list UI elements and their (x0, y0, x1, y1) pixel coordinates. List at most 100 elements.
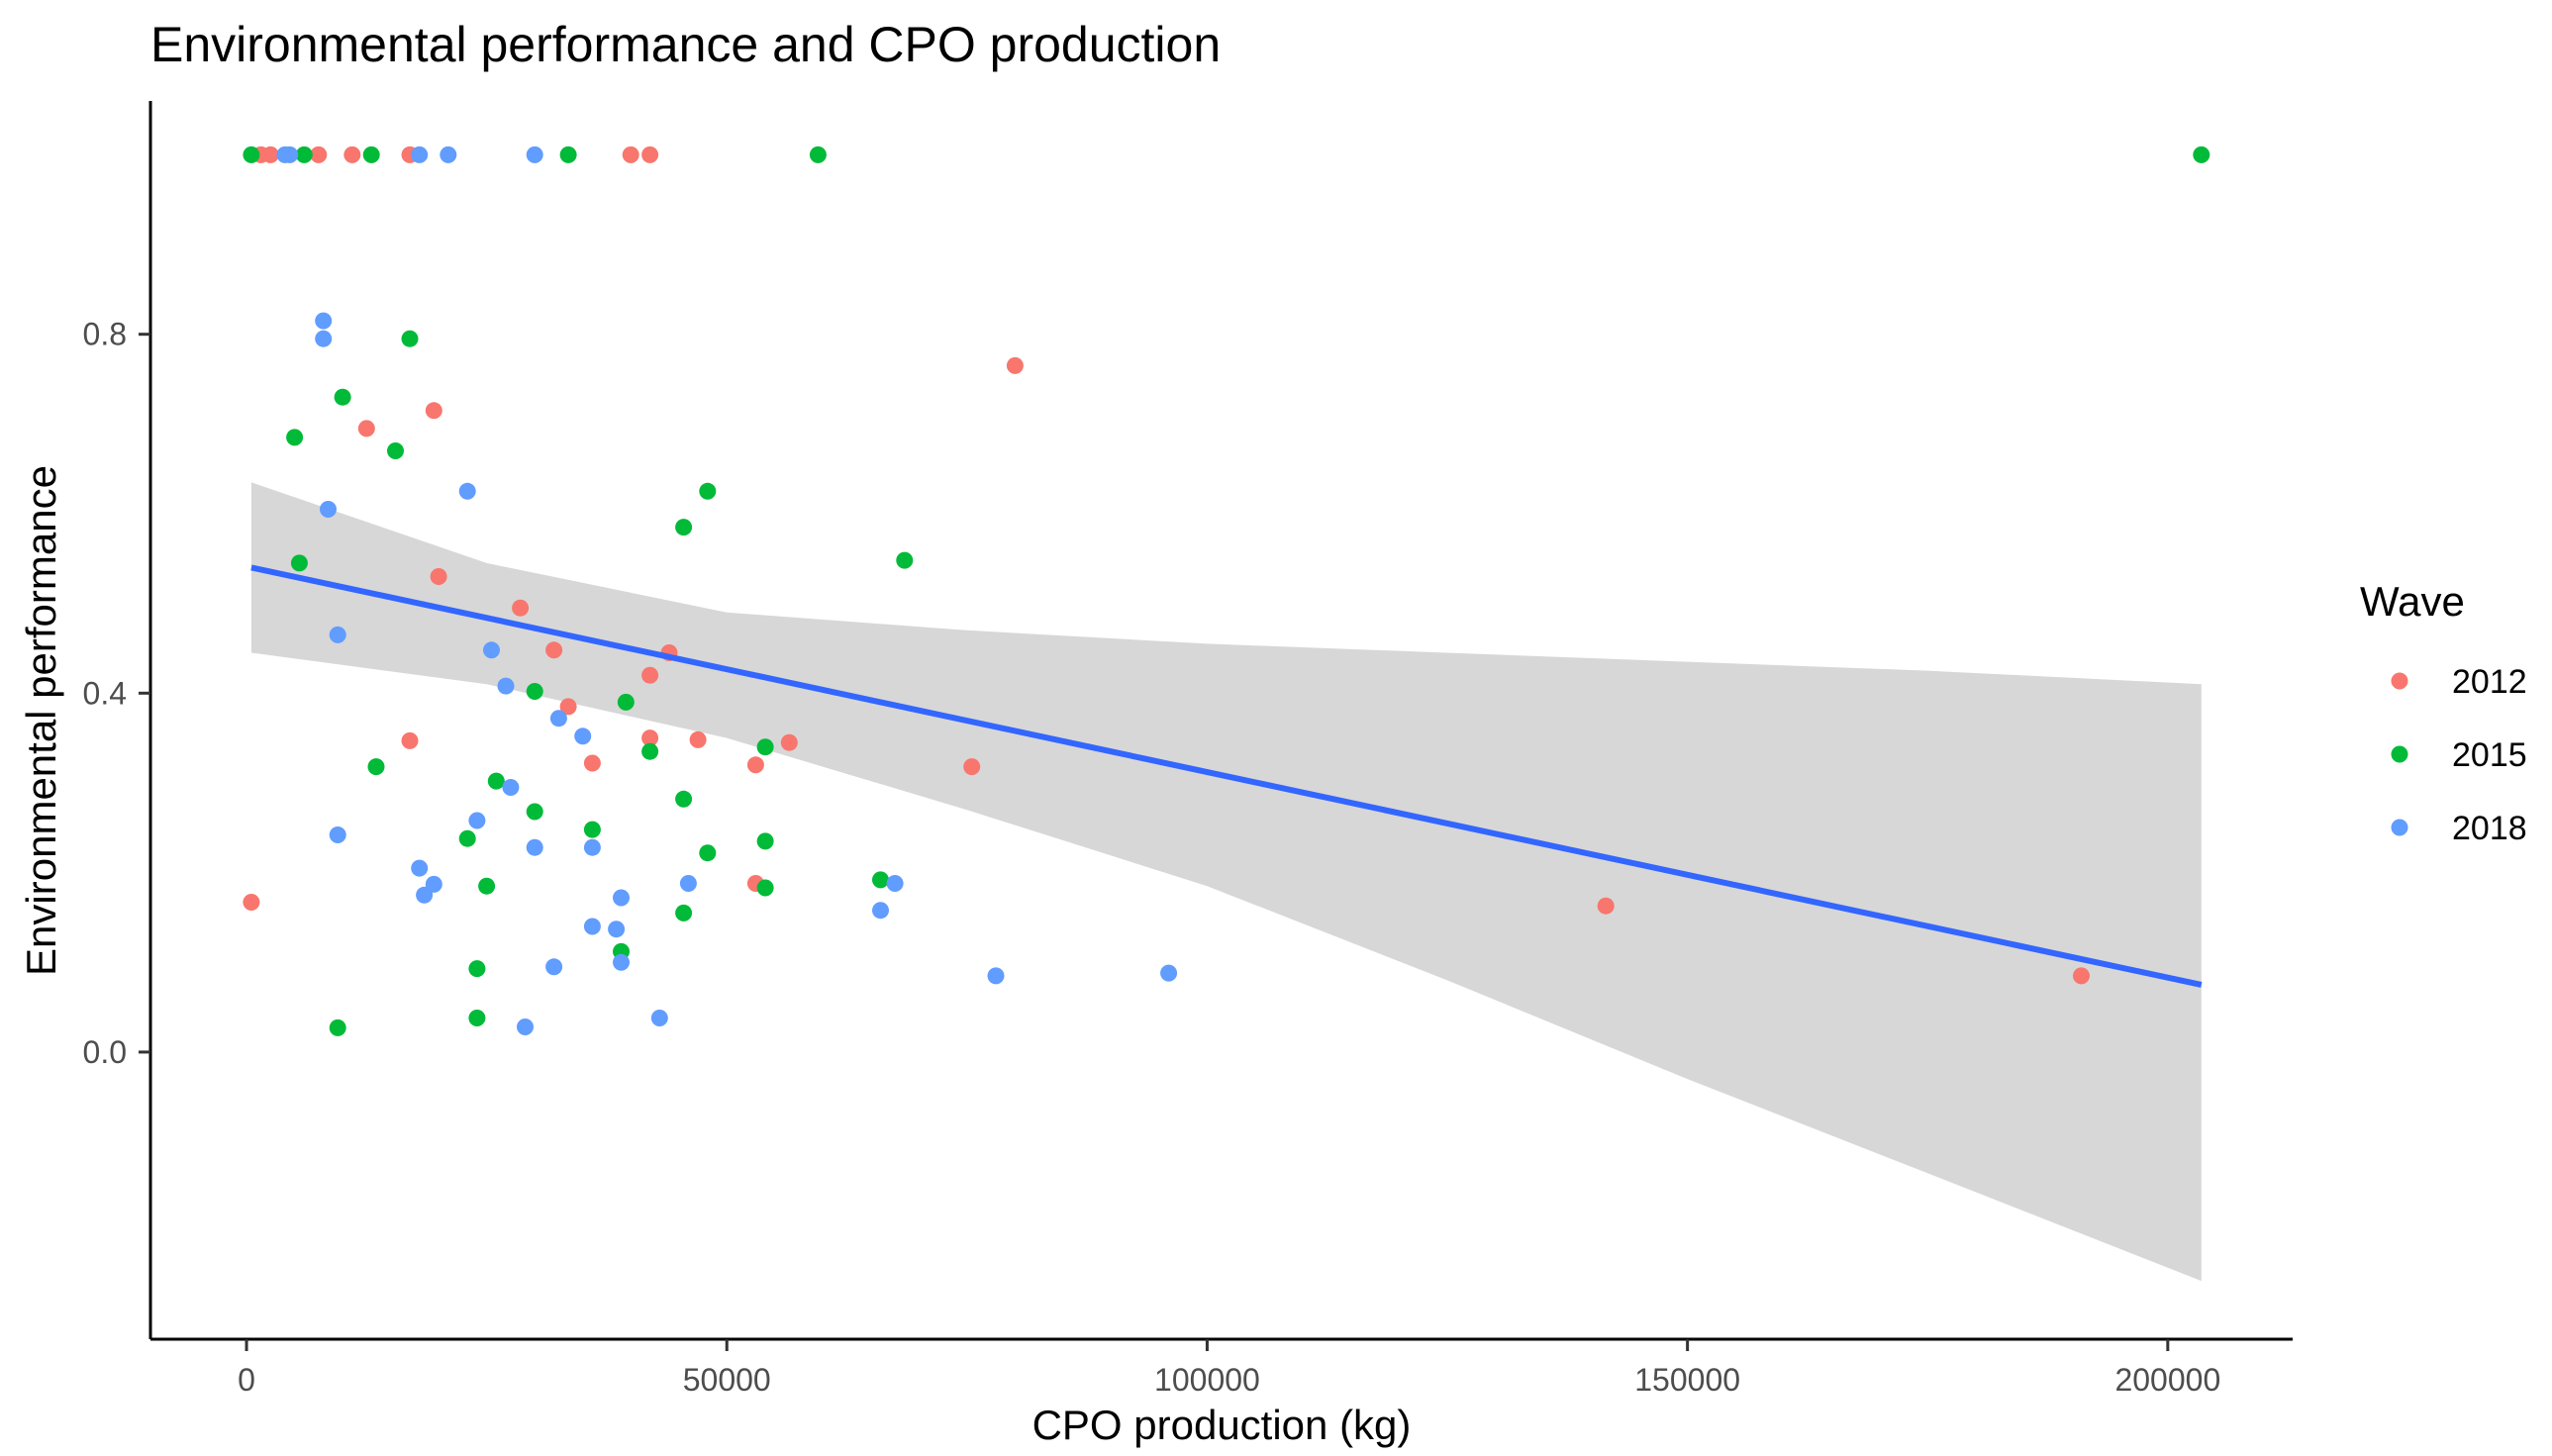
data-point-2018 (886, 875, 904, 892)
chart-title: Environmental performance and CPO produc… (150, 17, 1221, 72)
data-point-2012 (2073, 967, 2090, 985)
y-tick-label: 0.4 (83, 675, 127, 711)
data-point-2015 (675, 904, 693, 922)
y-ticks: 0.0 0.4 0.8 (83, 317, 150, 1070)
data-point-2015 (526, 683, 543, 700)
data-point-2018 (483, 641, 500, 659)
confidence-band (250, 482, 2202, 1282)
data-point-2018 (526, 838, 543, 856)
data-point-2018 (650, 1010, 668, 1026)
data-point-2015 (295, 146, 313, 163)
x-tick-label: 100000 (1154, 1362, 1260, 1398)
data-point-2012 (344, 146, 361, 163)
legend-label-2018: 2018 (2452, 810, 2527, 847)
data-point-2012 (780, 733, 798, 751)
confidence-band-layer (250, 482, 2202, 1282)
data-point-2018 (315, 312, 333, 330)
x-axis-title: CPO production (kg) (1032, 1402, 1412, 1448)
data-point-2018 (416, 886, 434, 904)
data-point-2018 (281, 146, 299, 163)
data-point-2015 (675, 519, 693, 536)
data-point-2015 (334, 388, 351, 406)
data-point-2015 (286, 429, 304, 446)
y-tick-label: 0.8 (83, 317, 127, 352)
data-point-2018 (613, 953, 630, 971)
data-point-2018 (545, 958, 563, 976)
x-ticks: 0 50000 100000 150000 200000 (238, 1339, 2220, 1398)
data-point-2012 (357, 420, 375, 437)
data-point-2018 (320, 501, 337, 518)
data-point-2015 (526, 803, 543, 821)
data-point-2015 (478, 877, 496, 895)
data-point-2018 (497, 677, 515, 695)
data-point-2018 (583, 918, 601, 935)
trend-line (250, 564, 2203, 988)
data-point-2015 (583, 821, 601, 838)
legend-key-2012 (2391, 672, 2408, 690)
data-point-2015 (756, 738, 774, 756)
data-point-2012 (1006, 356, 1024, 374)
data-point-2012 (512, 599, 530, 617)
data-point-2018 (526, 146, 543, 163)
data-point-2018 (608, 921, 626, 938)
data-point-2018 (987, 967, 1005, 985)
data-point-2015 (872, 871, 889, 889)
data-point-2012 (1597, 897, 1615, 915)
data-point-2015 (2193, 146, 2210, 163)
data-point-2012 (261, 146, 279, 163)
data-point-2015 (487, 772, 505, 790)
legend-label-2015: 2015 (2452, 736, 2527, 774)
data-point-2018 (425, 875, 442, 893)
data-point-2015 (362, 146, 380, 163)
data-point-2015 (641, 742, 659, 760)
data-point-2012 (746, 756, 764, 774)
data-point-2012 (401, 731, 419, 749)
data-point-2012 (310, 146, 328, 163)
data-point-2015 (367, 758, 385, 776)
data-point-2015 (290, 554, 308, 572)
legend-key-2015 (2391, 745, 2408, 763)
data-point-2018 (468, 812, 486, 829)
data-point-2015 (401, 330, 419, 347)
data-point-2015 (329, 1019, 346, 1036)
data-point-2018 (329, 626, 346, 643)
data-point-2018 (517, 1019, 534, 1035)
data-point-2018 (502, 779, 520, 796)
legend-label-2012: 2012 (2452, 663, 2527, 701)
data-point-2018 (329, 826, 346, 843)
x-tick-label: 50000 (683, 1362, 771, 1398)
data-point-2012 (425, 402, 442, 420)
y-tick-label: 0.0 (83, 1034, 127, 1070)
data-point-2012 (583, 754, 601, 772)
data-point-2015 (458, 829, 476, 847)
x-tick-label: 0 (238, 1362, 255, 1398)
legend-key-2018 (2391, 819, 2408, 836)
data-point-2012 (545, 641, 563, 659)
data-point-2015 (468, 1010, 486, 1026)
data-point-2012 (641, 666, 659, 684)
data-point-2015 (617, 693, 635, 711)
data-point-2015 (559, 146, 577, 163)
y-axis-title: Environmental performance (18, 465, 64, 976)
data-point-2018 (583, 838, 601, 856)
data-point-2015 (699, 482, 717, 500)
data-point-2015 (468, 960, 486, 978)
legend-items: 2012 2015 2018 (2391, 663, 2527, 847)
data-point-2015 (387, 442, 404, 459)
data-point-2015 (809, 146, 827, 163)
data-point-2015 (896, 551, 914, 569)
data-point-2012 (641, 146, 659, 163)
data-point-2018 (613, 889, 630, 907)
data-point-2018 (315, 330, 333, 347)
data-point-2018 (411, 146, 429, 163)
data-point-2015 (699, 844, 717, 862)
data-point-2018 (574, 728, 592, 745)
data-point-2015 (675, 790, 693, 808)
data-point-2015 (756, 879, 774, 897)
data-point-2018 (440, 146, 457, 163)
data-point-2012 (641, 729, 659, 747)
data-point-2018 (549, 710, 567, 728)
data-point-2018 (1160, 964, 1178, 982)
data-point-2018 (411, 859, 429, 877)
